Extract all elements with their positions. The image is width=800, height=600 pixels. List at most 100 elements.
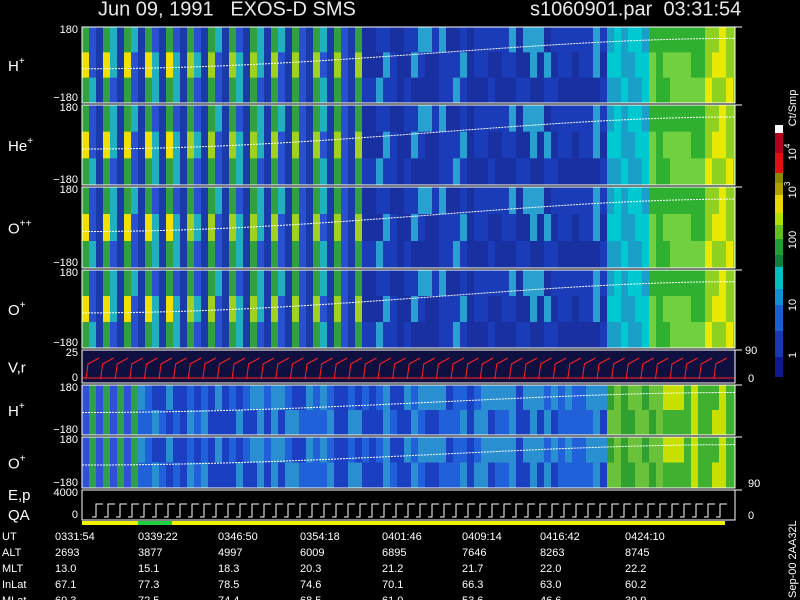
spectrogram-cell: [453, 322, 461, 349]
spectrogram-cell: [446, 462, 454, 489]
spectrogram-cell: [418, 105, 426, 133]
spectrogram-cell: [425, 27, 433, 53]
spectrogram-cell: [621, 270, 629, 297]
spectrogram-cell: [586, 296, 594, 323]
spectrogram-cell: [572, 214, 580, 242]
spectrogram-cell: [180, 322, 188, 349]
spectrogram-cell: [684, 385, 692, 411]
spectrogram-cell: [110, 77, 118, 104]
spectrogram-cell: [586, 410, 594, 436]
spectrogram-cell: [411, 27, 419, 53]
spectrogram-cell: [628, 410, 636, 436]
spectrogram-cell: [89, 462, 97, 489]
spectrogram-cell: [348, 462, 356, 489]
spectrogram-cell: [467, 270, 475, 297]
spectrogram-cell: [320, 187, 328, 215]
spectrogram-cell: [656, 52, 664, 79]
spectrogram-cell: [180, 214, 188, 242]
spectrogram-cell: [390, 214, 398, 242]
spectrogram-cell: [425, 270, 433, 297]
spectrogram-cell: [537, 410, 545, 436]
spectrogram-cell: [656, 77, 664, 104]
spectrogram-cell: [124, 410, 132, 436]
spectrogram-cell: [89, 158, 97, 186]
spectrogram-cell: [236, 462, 244, 489]
spectrogram-cell: [334, 270, 342, 297]
spectrogram-cell: [705, 77, 713, 104]
spectrogram-cell: [257, 410, 265, 436]
tick-base: 10: [787, 186, 799, 198]
spectrogram-cell: [677, 241, 685, 269]
spectrogram-cell: [411, 187, 419, 215]
spectrogram-cell: [404, 241, 412, 269]
spectrogram-cell: [537, 131, 545, 159]
spectrogram-cell: [530, 158, 538, 186]
spectrogram-cell: [313, 270, 321, 297]
trace-line: [81, 116, 736, 150]
spectrogram-cell: [586, 52, 594, 79]
spectrogram-cell: [656, 437, 664, 463]
spectrogram-cell: [488, 296, 496, 323]
spectrogram-cell: [117, 241, 125, 269]
spectrogram-cell: [278, 27, 286, 53]
spectrogram-cell: [425, 462, 433, 489]
spectrogram-cell: [677, 27, 685, 53]
spectrogram-cell: [390, 437, 398, 463]
spectrogram-cell: [460, 52, 468, 79]
spectrogram-cell: [110, 385, 118, 411]
spectrogram-cell: [635, 322, 643, 349]
spectrogram-cell: [425, 214, 433, 242]
colorbar-segment: [775, 331, 783, 357]
spectrogram-cell: [264, 437, 272, 463]
spectrogram-cell: [173, 241, 181, 269]
spectrogram-cell: [390, 296, 398, 323]
spectrogram-cell: [173, 105, 181, 133]
spectrogram-cell: [138, 385, 146, 411]
spectrogram-cell: [628, 437, 636, 463]
spectrogram-cell: [180, 437, 188, 463]
spectrogram-cell: [334, 77, 342, 104]
spectrogram-cell: [187, 322, 195, 349]
spectrogram-cell: [432, 385, 440, 411]
spectrogram-cell: [131, 187, 139, 215]
spectrogram-cell: [124, 158, 132, 186]
y-tick-label: 180: [60, 102, 78, 114]
spectrogram-cell: [222, 296, 230, 323]
spectrogram-cell: [271, 187, 279, 215]
spectrogram-cell: [215, 241, 223, 269]
spectrogram-cell: [719, 270, 727, 297]
spectrogram-cell: [481, 462, 489, 489]
spectrogram-cell: [313, 131, 321, 159]
spectrogram-cell: [649, 437, 657, 463]
spectrogram-cell: [194, 437, 202, 463]
spectrogram-cell: [89, 105, 97, 133]
spectrogram-cell: [600, 131, 608, 159]
spectrogram-cell: [607, 322, 615, 349]
panel-frame: [81, 489, 736, 521]
spectrogram-cell: [383, 437, 391, 463]
spectrogram-cell: [544, 131, 552, 159]
spectrogram-cell: [411, 322, 419, 349]
spectrogram-cell: [425, 105, 433, 133]
spectrogram-cell: [194, 77, 202, 104]
colorbar-segment: [775, 305, 783, 331]
spectrogram-cell: [495, 131, 503, 159]
spectrogram-cell: [474, 270, 482, 297]
spectrogram-cell: [537, 105, 545, 133]
spectrogram-cell: [383, 131, 391, 159]
spectrogram-cell: [621, 385, 629, 411]
spectrogram-cell: [355, 385, 363, 411]
spectrogram-cell: [110, 158, 118, 186]
spectrogram-cell: [362, 105, 370, 133]
spectrogram-cell: [516, 187, 524, 215]
spectrogram-cell: [383, 52, 391, 79]
spectrogram-cell: [313, 296, 321, 323]
spectrogram-cell: [299, 187, 307, 215]
spectrogram-cell: [138, 187, 146, 215]
spectrogram-cell: [194, 410, 202, 436]
spectrogram-cell: [523, 27, 531, 53]
spectrogram-cell: [82, 214, 90, 242]
spectrogram-cell: [215, 77, 223, 104]
spectrogram-cell: [236, 241, 244, 269]
spectrogram-cell: [229, 158, 237, 186]
